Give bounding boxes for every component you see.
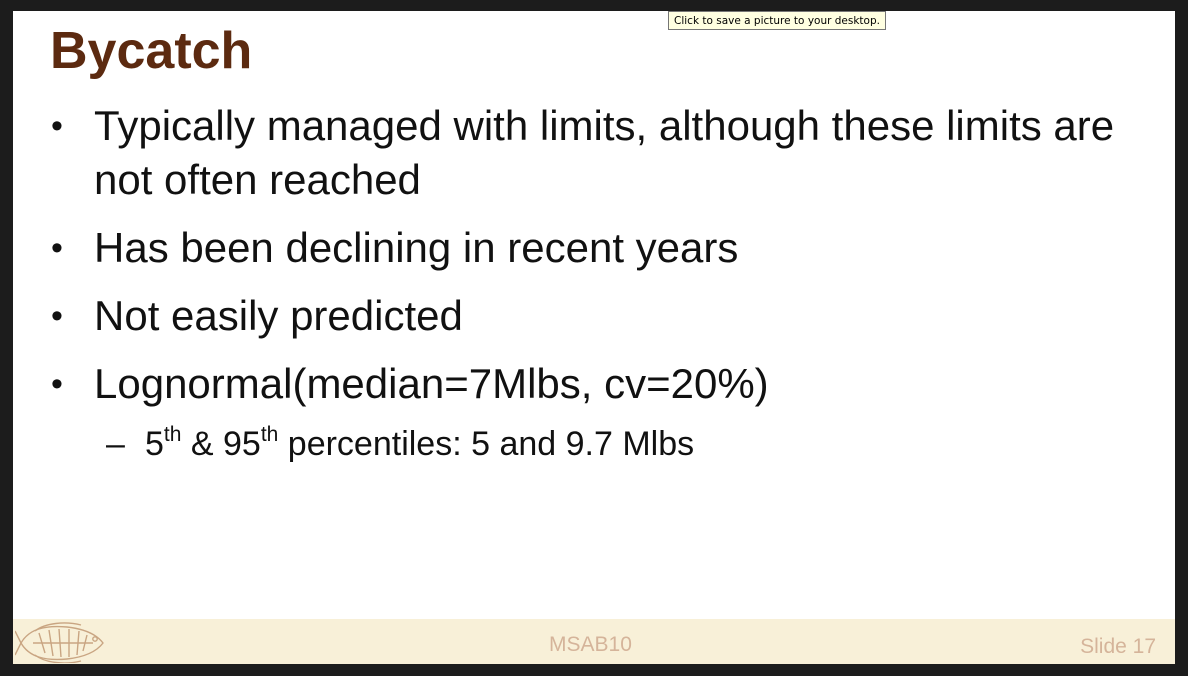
sub-bullet-part2: & 95 bbox=[181, 425, 261, 463]
bullet-glyph: • bbox=[51, 297, 63, 335]
slide-number: Slide 17 bbox=[1080, 635, 1156, 658]
bullet-list: • Typically managed with limits, althoug… bbox=[13, 99, 1175, 472]
bullet-text: Typically managed with limits, although … bbox=[94, 102, 1115, 203]
slide-title: Bycatch bbox=[50, 22, 253, 80]
bullet-item: • Typically managed with limits, althoug… bbox=[13, 99, 1175, 207]
superscript-th: th bbox=[260, 423, 279, 446]
sub-bullet-part1: 5 bbox=[145, 425, 164, 463]
sub-bullet-part3: percentiles: 5 and 9.7 Mlbs bbox=[278, 425, 695, 463]
bullet-text: Lognormal(median=7Mlbs, cv=20%) bbox=[94, 360, 769, 407]
bullet-item: • Lognormal(median=7Mlbs, cv=20%) bbox=[13, 357, 1175, 411]
halibut-fish-icon bbox=[15, 622, 104, 663]
bullet-glyph: • bbox=[51, 229, 63, 267]
sub-bullet-item: – 5th & 95th percentiles: 5 and 9.7 Mlbs bbox=[13, 421, 1175, 472]
slide-footer: MSAB10 Slide 17 bbox=[13, 619, 1175, 664]
bullet-item: • Not easily predicted bbox=[13, 289, 1175, 343]
bullet-glyph: • bbox=[51, 365, 63, 403]
bullet-glyph: • bbox=[51, 107, 63, 145]
sub-bullet-dash: – bbox=[106, 425, 125, 463]
bullet-text: Has been declining in recent years bbox=[94, 224, 739, 271]
footer-center-text: MSAB10 bbox=[549, 633, 632, 656]
save-picture-tooltip: Click to save a picture to your desktop. bbox=[668, 11, 886, 30]
slide-canvas[interactable]: Bycatch • Typically managed with limits,… bbox=[13, 11, 1175, 664]
superscript-th: th bbox=[163, 423, 182, 446]
bullet-text: Not easily predicted bbox=[94, 292, 463, 339]
bullet-item: • Has been declining in recent years bbox=[13, 221, 1175, 275]
